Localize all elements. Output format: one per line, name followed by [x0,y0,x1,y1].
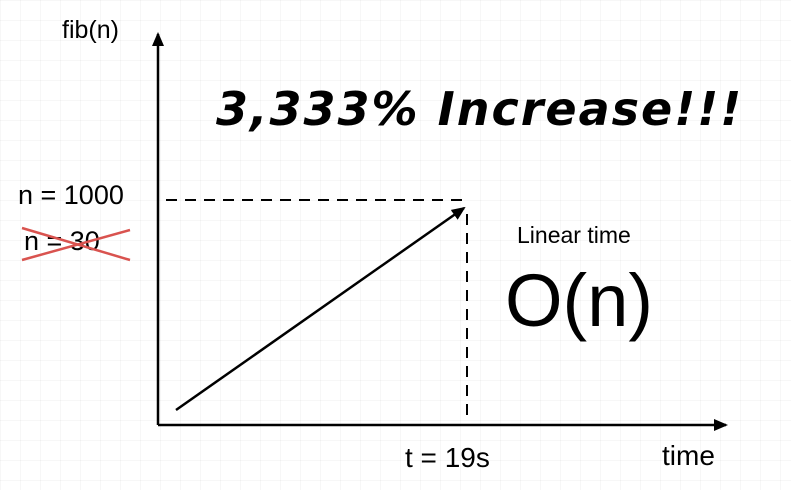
headline: 3,333% Increase!!! [216,82,744,136]
new-input-label: n = 1000 [18,180,124,210]
complexity-notation: O(n) [505,259,653,342]
growth-arrow [175,206,466,412]
complexity-label: Linear time [517,222,631,248]
y-axis-label: fib(n) [62,16,119,44]
strikethrough-cross-icon [21,226,131,262]
time-marker-label: t = 19s [405,442,490,473]
x-axis-label: time [662,440,715,471]
